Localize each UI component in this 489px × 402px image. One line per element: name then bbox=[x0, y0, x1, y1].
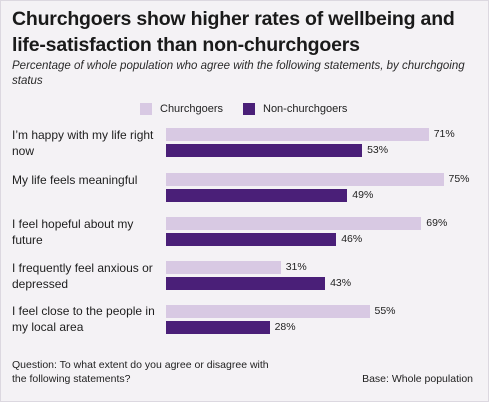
bar-non-churchgoers bbox=[166, 321, 270, 334]
data-label-non-churchgoers: 28% bbox=[274, 321, 296, 333]
data-label-churchgoers: 69% bbox=[426, 217, 448, 229]
bar-non-churchgoers bbox=[166, 233, 337, 246]
category-label: My life feels meaningful bbox=[12, 173, 138, 187]
data-label-churchgoers: 75% bbox=[448, 173, 470, 185]
legend-swatch-non-churchgoers bbox=[243, 103, 255, 115]
legend-item-churchgoers: Churchgoers bbox=[140, 103, 223, 115]
bar-churchgoers bbox=[166, 217, 422, 230]
category-label: I feel hopeful about my future bbox=[12, 217, 134, 247]
legend-swatch-churchgoers bbox=[140, 103, 152, 115]
legend-label-churchgoers: Churchgoers bbox=[160, 103, 223, 115]
data-label-non-churchgoers: 53% bbox=[367, 144, 389, 156]
legend-label-non-churchgoers: Non-churchgoers bbox=[263, 103, 348, 115]
chart-subtitle: Percentage of whole population who agree… bbox=[12, 60, 465, 87]
data-label-non-churchgoers: 43% bbox=[330, 277, 352, 289]
footer-question: Question: To what extent do you agree or… bbox=[12, 359, 269, 385]
data-label-churchgoers: 31% bbox=[285, 261, 307, 273]
bar-non-churchgoers bbox=[166, 189, 348, 202]
bar-churchgoers bbox=[166, 305, 370, 318]
bar-churchgoers bbox=[166, 128, 429, 141]
chart-title: Churchgoers show higher rates of wellbei… bbox=[12, 8, 455, 56]
legend-item-non-churchgoers: Non-churchgoers bbox=[243, 103, 347, 115]
bar-churchgoers bbox=[166, 261, 281, 274]
bar-non-churchgoers bbox=[166, 277, 326, 290]
data-label-non-churchgoers: 49% bbox=[352, 189, 374, 201]
category-label: I’m happy with my life right now bbox=[12, 128, 154, 158]
footer-base: Base: Whole population bbox=[362, 373, 473, 385]
data-label-churchgoers: 71% bbox=[433, 128, 455, 140]
category-label: I frequently feel anxious or depressed bbox=[12, 261, 153, 291]
bar-churchgoers bbox=[166, 173, 444, 186]
bar-non-churchgoers bbox=[166, 144, 363, 157]
data-label-churchgoers: 55% bbox=[374, 305, 396, 317]
data-label-non-churchgoers: 46% bbox=[341, 233, 363, 245]
category-label: I feel close to the people in my local a… bbox=[12, 304, 155, 334]
